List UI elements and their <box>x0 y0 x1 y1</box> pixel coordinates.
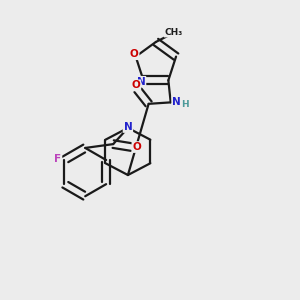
Text: F: F <box>54 154 61 164</box>
Text: O: O <box>132 142 141 152</box>
Text: O: O <box>130 49 139 59</box>
Text: N: N <box>137 77 146 87</box>
Text: N: N <box>172 97 181 107</box>
Text: O: O <box>132 80 140 90</box>
Text: N: N <box>124 122 132 132</box>
Text: H: H <box>182 100 189 109</box>
Text: CH₃: CH₃ <box>164 28 183 37</box>
